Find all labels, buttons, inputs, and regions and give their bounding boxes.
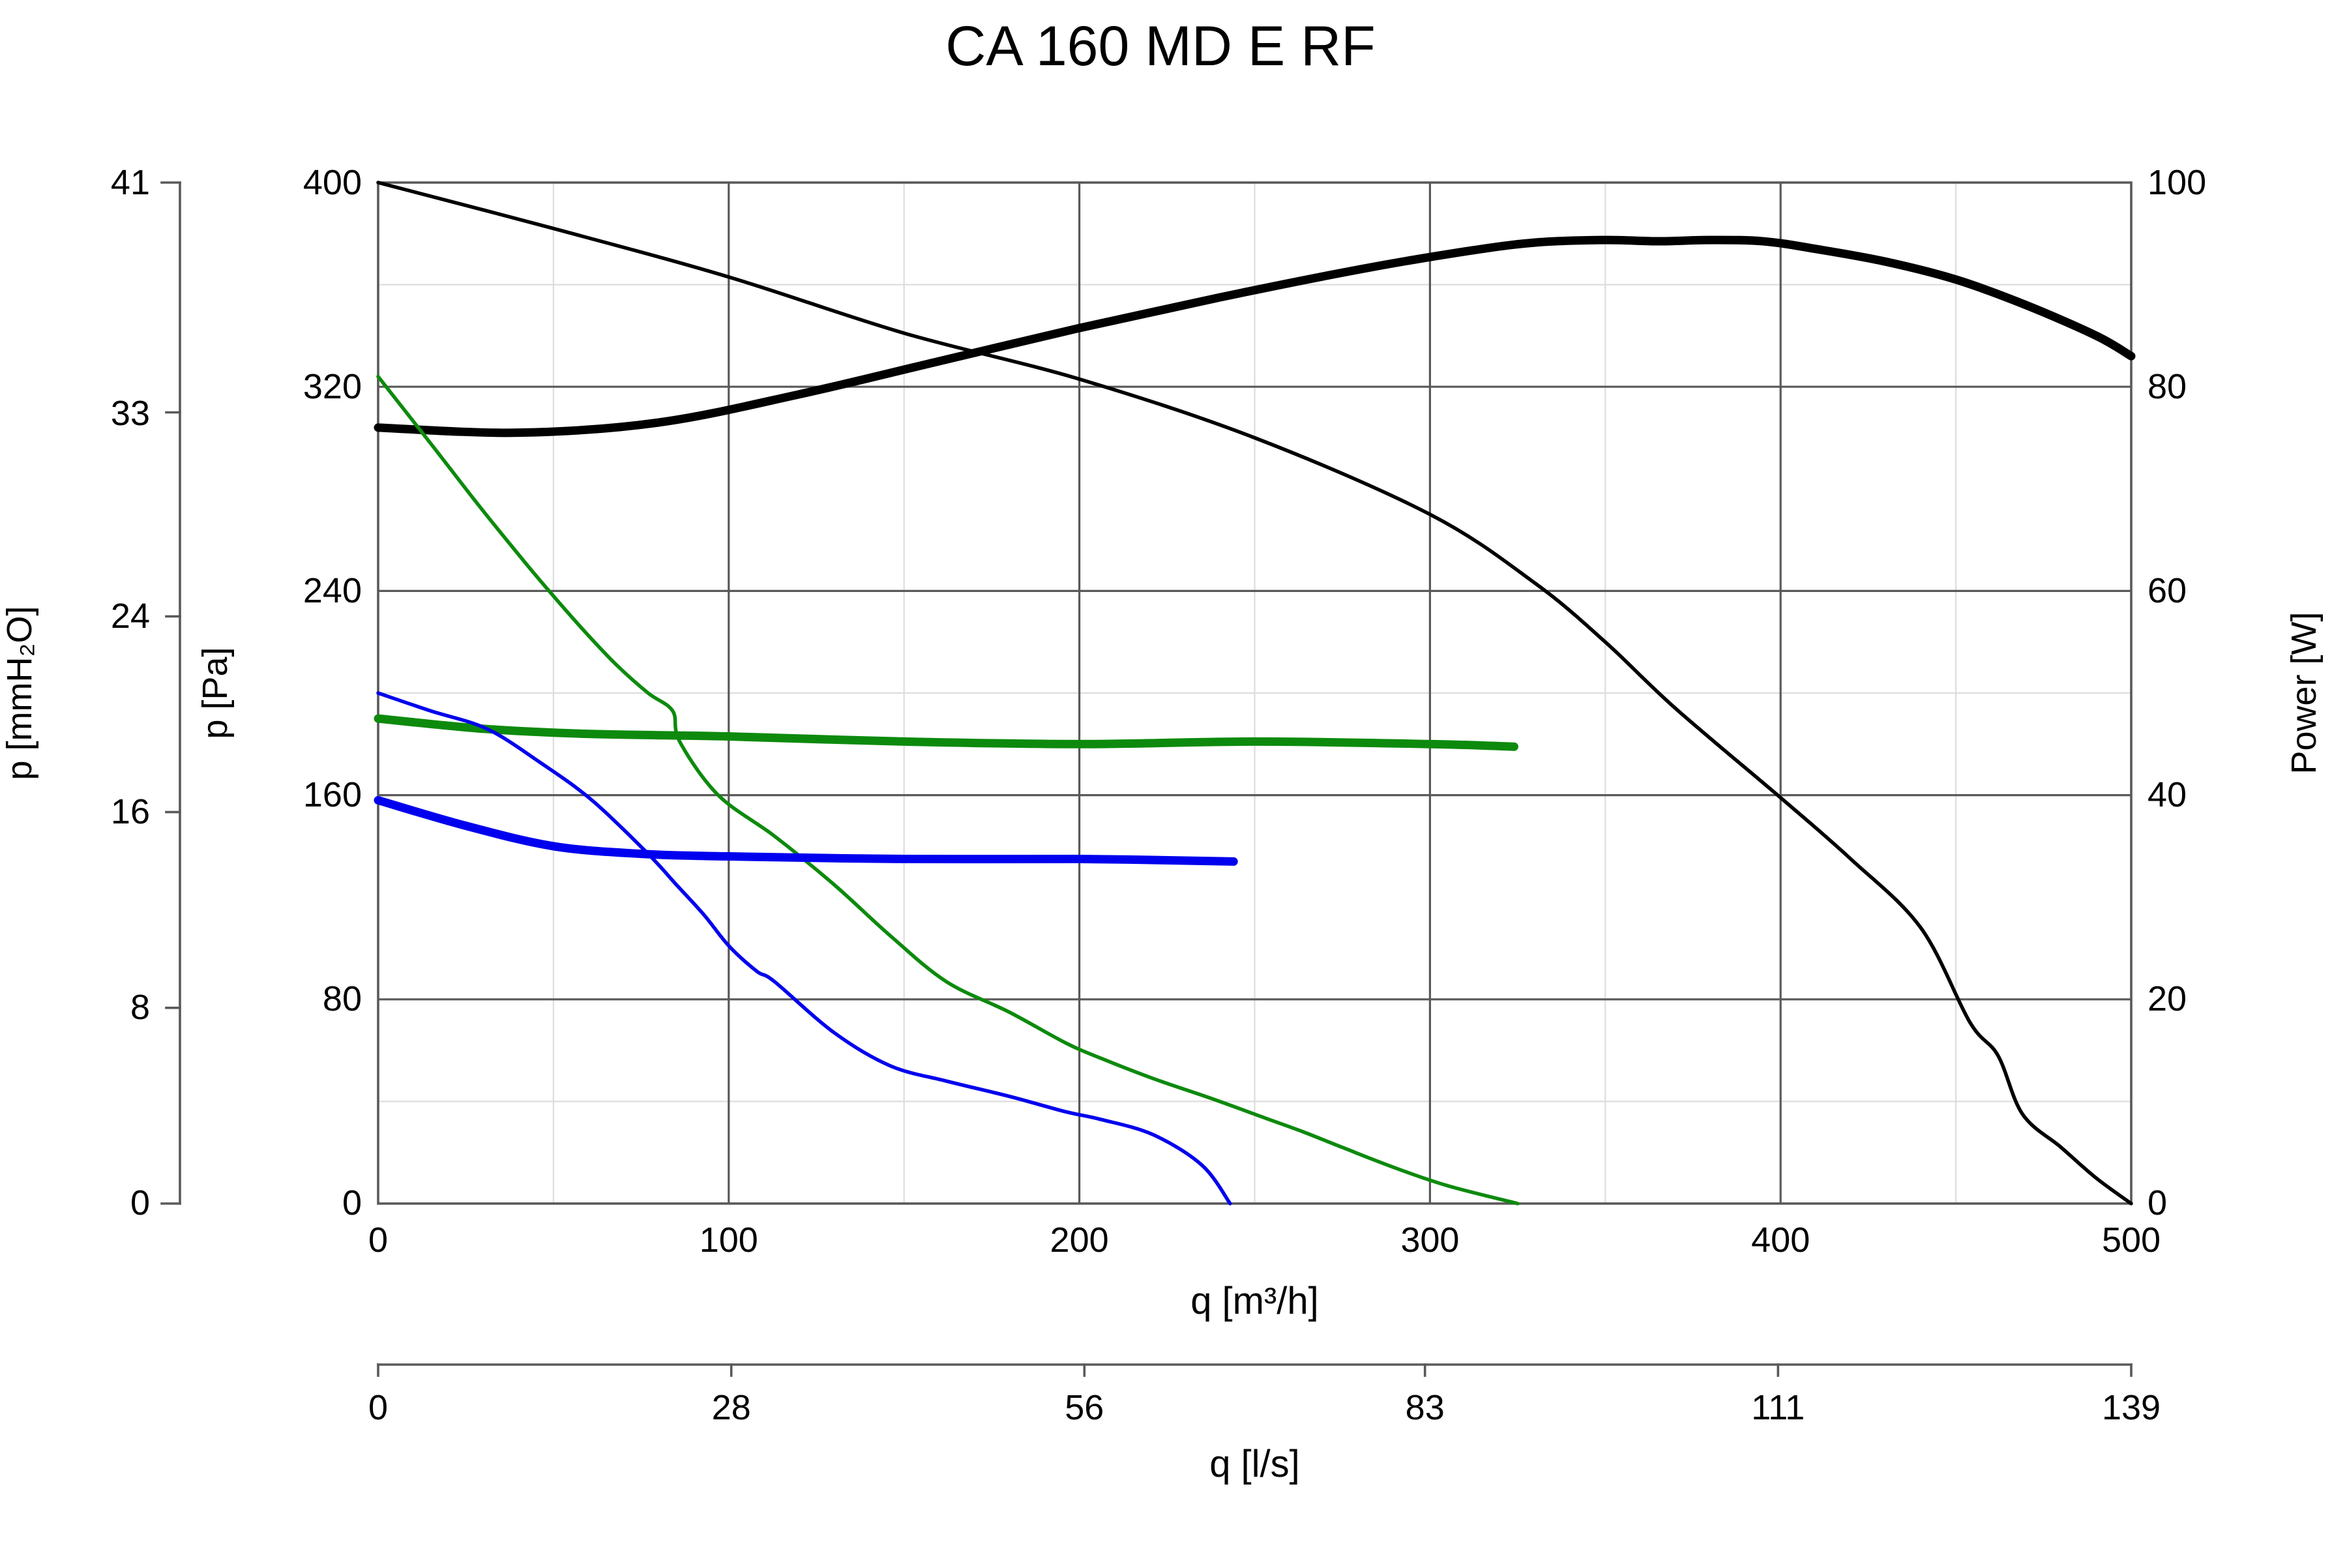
svg-text:q [m³/h]: q [m³/h] — [1190, 1280, 1319, 1322]
svg-text:28: 28 — [712, 1388, 751, 1427]
svg-text:56: 56 — [1065, 1388, 1104, 1427]
svg-text:41: 41 — [111, 163, 150, 202]
svg-text:160: 160 — [303, 775, 362, 814]
svg-text:200: 200 — [1050, 1220, 1109, 1260]
svg-text:139: 139 — [2102, 1388, 2161, 1427]
svg-text:500: 500 — [2102, 1220, 2161, 1260]
svg-text:0: 0 — [342, 1183, 362, 1222]
svg-text:0: 0 — [368, 1220, 388, 1260]
svg-text:24: 24 — [111, 597, 150, 636]
svg-text:83: 83 — [1406, 1388, 1445, 1427]
svg-text:33: 33 — [111, 394, 150, 433]
svg-text:16: 16 — [111, 792, 150, 831]
svg-text:q [l/s]: q [l/s] — [1209, 1443, 1300, 1485]
svg-text:0: 0 — [130, 1183, 150, 1222]
svg-text:0: 0 — [2148, 1183, 2167, 1222]
svg-text:100: 100 — [700, 1220, 758, 1260]
svg-text:400: 400 — [1751, 1220, 1810, 1260]
svg-text:80: 80 — [2148, 367, 2187, 406]
svg-text:240: 240 — [303, 571, 362, 610]
svg-text:p [mmH₂O]: p [mmH₂O] — [0, 606, 39, 780]
svg-text:80: 80 — [323, 979, 362, 1018]
svg-text:60: 60 — [2148, 571, 2187, 610]
svg-text:400: 400 — [303, 163, 362, 202]
svg-text:Power [W]: Power [W] — [2284, 612, 2324, 774]
svg-text:CA 160 MD E RF: CA 160 MD E RF — [945, 15, 1376, 78]
svg-text:320: 320 — [303, 367, 362, 406]
svg-text:20: 20 — [2148, 979, 2187, 1018]
svg-text:8: 8 — [130, 988, 150, 1027]
svg-text:100: 100 — [2148, 163, 2206, 202]
svg-text:p [Pa]: p [Pa] — [196, 647, 235, 739]
svg-text:300: 300 — [1400, 1220, 1459, 1260]
svg-text:111: 111 — [1751, 1388, 1805, 1427]
svg-text:0: 0 — [368, 1388, 388, 1427]
svg-text:40: 40 — [2148, 775, 2187, 814]
